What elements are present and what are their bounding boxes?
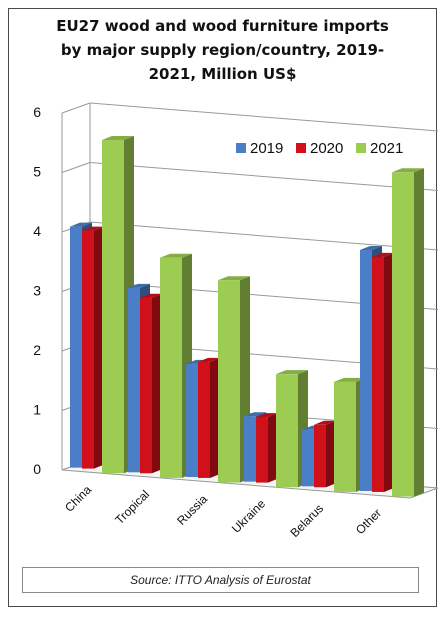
legend-swatch <box>236 143 246 153</box>
y-tick-label: 3 <box>33 283 41 299</box>
y-tick-label: 4 <box>33 223 41 239</box>
x-tick-label: China <box>62 482 94 514</box>
bar-2020-other <box>372 252 394 492</box>
y-tick-label: 0 <box>33 461 41 477</box>
y-tick-label: 1 <box>33 402 41 418</box>
y-tick-label: 2 <box>33 342 41 358</box>
gridline-6 <box>89 102 439 132</box>
title-line-1: EU27 wood and wood furniture imports <box>56 17 389 35</box>
chart-title: EU27 wood and wood furniture imports by … <box>20 14 425 86</box>
bar-2020-belarus <box>314 420 336 488</box>
gridline-connector-6 <box>61 102 91 114</box>
x-tick-label: Ukraine <box>229 496 268 535</box>
legend-label: 2019 <box>250 140 283 157</box>
y-tick-label: 5 <box>33 164 41 180</box>
gridline-5 <box>89 162 439 192</box>
legend-swatch <box>356 143 366 153</box>
gridline-4 <box>89 221 439 251</box>
source-note: Source: ITTO Analysis of Eurostat <box>22 567 419 593</box>
legend-label: 2020 <box>310 140 343 157</box>
bar-2021-other <box>392 168 424 497</box>
x-tick-label: Other <box>353 506 384 537</box>
bar-2020-russia <box>198 357 220 478</box>
x-tick-label: Russia <box>174 492 210 528</box>
y-tick-label: 6 <box>33 104 41 120</box>
legend-swatch <box>296 143 306 153</box>
title-line-2: by major supply region/country, 2019- <box>60 41 385 59</box>
x-tick-label: Belarus <box>287 501 326 540</box>
bar-2020-china <box>82 226 104 469</box>
bar-2020-ukraine <box>256 413 278 483</box>
title-line-3: 2021, Million US$ <box>148 65 297 83</box>
bar-2020-tropical <box>140 293 162 474</box>
x-tick-label: Tropical <box>112 487 152 527</box>
legend-label: 2021 <box>370 140 403 157</box>
gridline-connector-5 <box>61 162 91 173</box>
bar-2021-russia <box>218 276 250 483</box>
